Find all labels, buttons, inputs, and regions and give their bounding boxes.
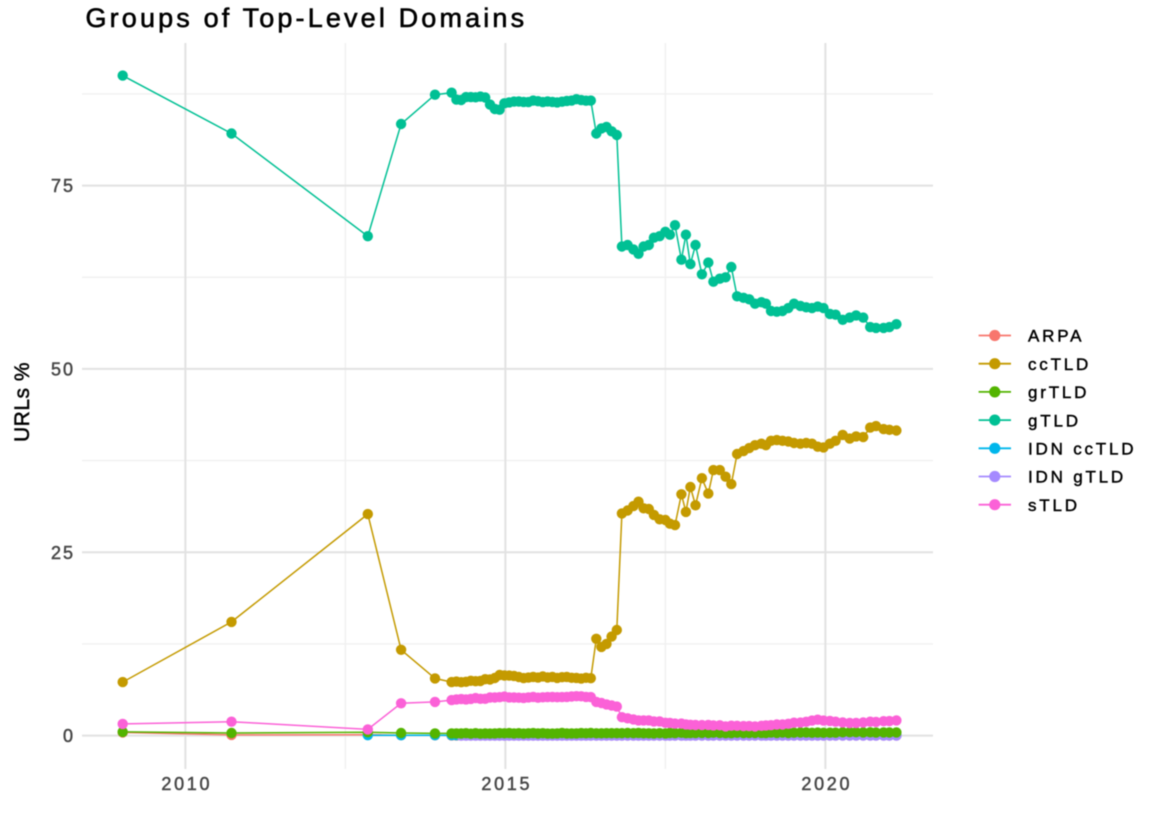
svg-text:grTLD: grTLD <box>1028 383 1089 402</box>
svg-text:2020: 2020 <box>801 774 852 794</box>
svg-text:ccTLD: ccTLD <box>1028 355 1091 374</box>
svg-text:2015: 2015 <box>481 774 532 794</box>
svg-text:gTLD: gTLD <box>1028 411 1081 430</box>
svg-text:sTLD: sTLD <box>1028 496 1080 515</box>
svg-text:50: 50 <box>51 360 75 380</box>
svg-text:Groups of Top-Level Domains: Groups of Top-Level Domains <box>86 3 528 33</box>
svg-text:URLs %: URLs % <box>11 362 34 442</box>
svg-text:75: 75 <box>51 176 75 196</box>
svg-text:2010: 2010 <box>161 774 212 794</box>
svg-text:ARPA: ARPA <box>1028 327 1084 346</box>
svg-text:IDN ccTLD: IDN ccTLD <box>1028 440 1136 459</box>
svg-text:25: 25 <box>51 543 75 563</box>
svg-text:0: 0 <box>63 726 75 746</box>
svg-text:IDN gTLD: IDN gTLD <box>1028 468 1126 487</box>
